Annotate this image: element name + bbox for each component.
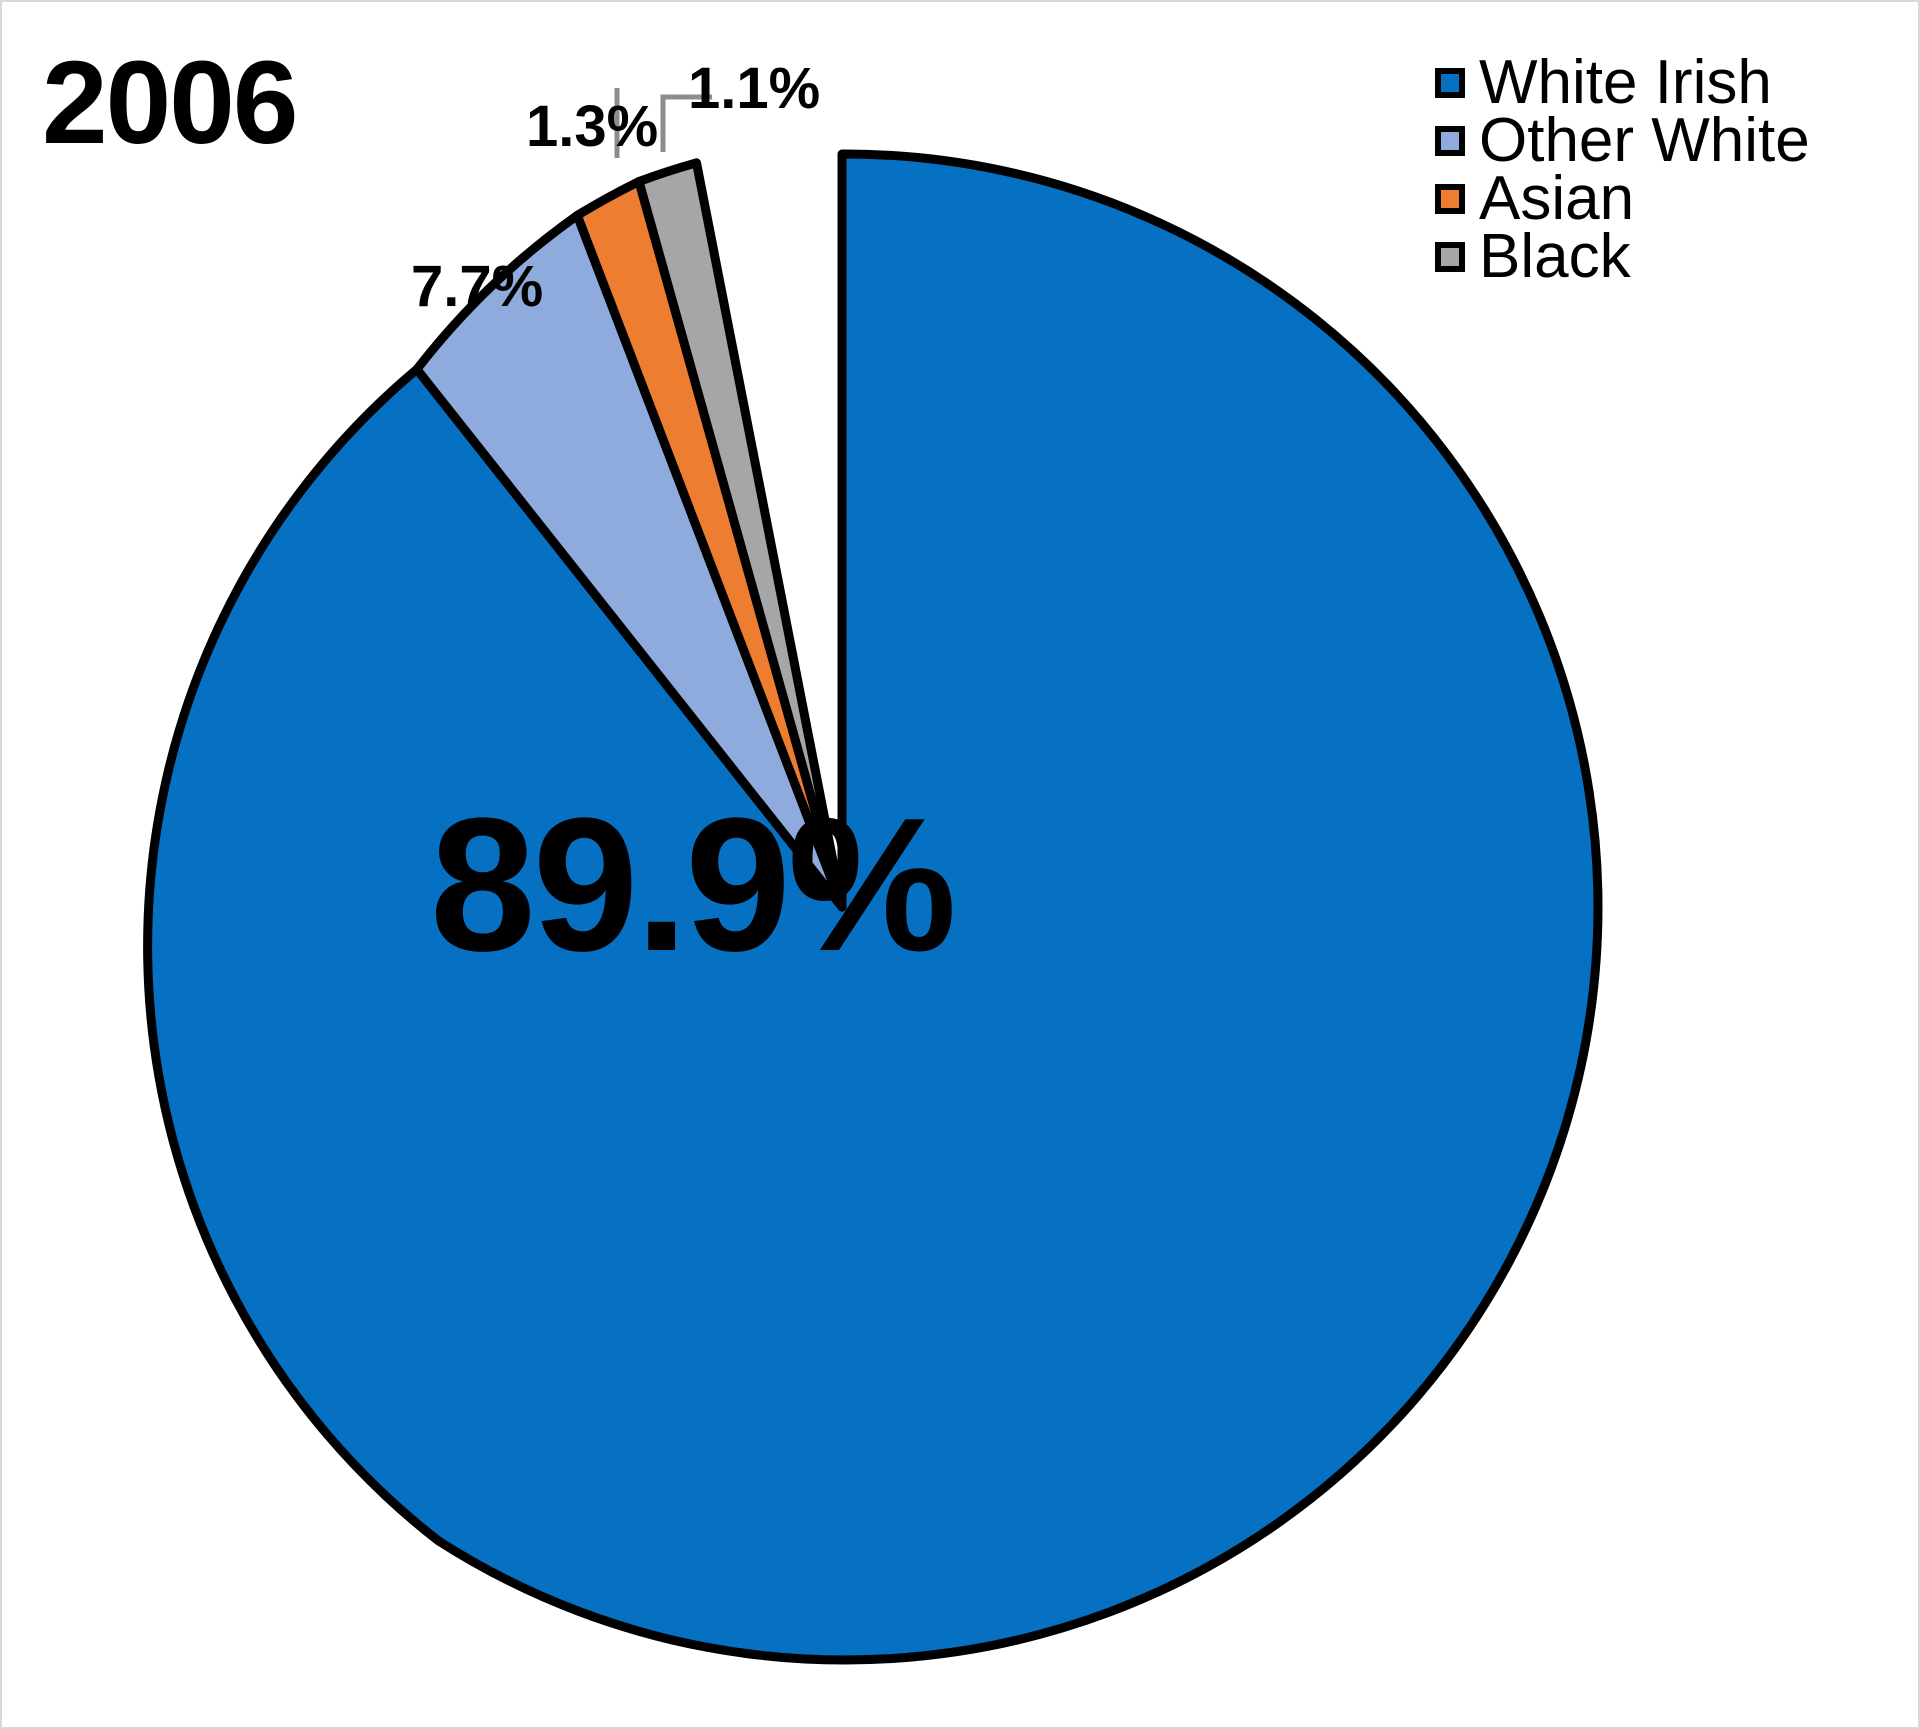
legend-label-asian: Asian: [1479, 164, 1635, 233]
legend-label-other-white: Other White: [1479, 106, 1810, 175]
data-label-asian: 1.3%: [526, 94, 659, 159]
legend-item-other-white[interactable]: Other White: [1435, 106, 1810, 175]
data-label-white-irish: 89.9%: [430, 779, 957, 991]
legend-swatch-white-irish: [1435, 68, 1465, 98]
legend-item-black[interactable]: Black: [1435, 222, 1810, 291]
legend-item-white-irish[interactable]: White Irish: [1435, 48, 1810, 117]
legend-item-asian[interactable]: Asian: [1435, 164, 1810, 233]
leader-line-black: [660, 94, 712, 152]
pie-slice-other-white[interactable]: [412, 210, 847, 912]
data-label-black: 1.1%: [688, 56, 821, 121]
pie-slice-white-irish[interactable]: [143, 149, 1603, 1665]
page-title: 2006: [42, 37, 299, 169]
legend-swatch-black: [1435, 242, 1465, 272]
legend-swatch-asian: [1435, 184, 1465, 214]
legend: White Irish Other White Asian Black: [1435, 48, 1810, 291]
legend-label-white-irish: White Irish: [1479, 48, 1772, 117]
pie-slice-black[interactable]: [634, 158, 847, 912]
legend-swatch-other-white: [1435, 126, 1465, 156]
legend-label-black: Black: [1479, 222, 1631, 291]
data-label-other-white: 7.7%: [411, 254, 544, 319]
